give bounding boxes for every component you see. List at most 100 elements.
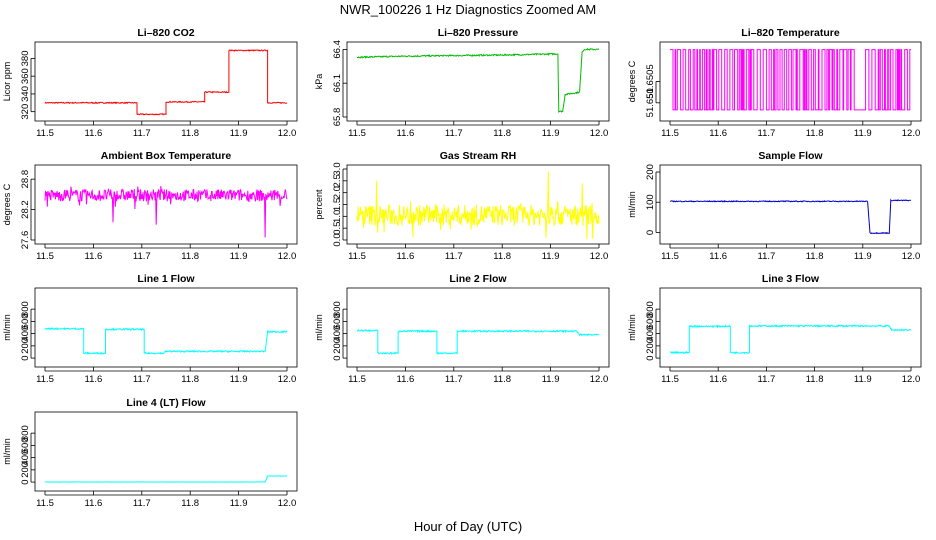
panel-pressure: Li–820 Pressure 11.5 11.6 11.7 11.8 11.9 12.0 6… [314,27,610,139]
series-line [670,49,911,111]
x-tick-label: 12.0 [902,251,921,262]
plot-frame [34,41,298,122]
y-tick-label: 380 [20,50,31,66]
x-tick-label: 11.9 [542,251,560,262]
x-tick-label: 11.7 [758,128,776,139]
y-tick-label: 600 [20,437,31,453]
y-tick-label: 400 [332,326,343,342]
x-tick-label: 11.5 [661,374,679,385]
x-tick-label: 11.5 [36,374,54,385]
y-tick-label: 3.0 [332,162,343,175]
x-tick-label: 12.0 [278,128,297,139]
panel-title: Li–820 CO2 [137,27,194,39]
x-tick-label: 12.0 [590,374,609,385]
panel-li820temp: Li–820 Temperature 11.5 11.6 11.7 11.8 11.9 12… [627,27,922,139]
x-tick-label: 11.8 [493,374,511,385]
x-tick-label: 11.8 [181,498,199,509]
y-tick-label: 200 [20,338,31,354]
x-tick-label: 11.7 [445,251,463,262]
panel-title: Li–820 Temperature [741,27,840,39]
y-tick-label: 0 [20,355,31,360]
y-tick-label: 51.650 [645,88,656,117]
y-tick-label: 0.0 [332,233,343,246]
x-tick-label: 11.6 [709,251,727,262]
panel-co2: Li–820 CO2 11.5 11.6 11.7 11.8 11.9 12.0 320 340… [2,27,298,139]
plot-frame [659,164,922,245]
y-tick-label: 1.5 [332,198,343,211]
y-axis-label: ml/min [2,314,12,341]
y-tick-label: 200 [20,462,31,478]
panel-line3: Line 3 Flow 11.5 11.6 11.7 11.8 11.9 12.0 02004… [627,273,922,385]
x-tick-label: 11.9 [542,374,560,385]
y-axis-label: ml/min [314,314,324,341]
x-tick-label: 12.0 [902,128,921,139]
y-tick-label: 400 [645,326,656,342]
x-tick-label: 11.6 [397,374,415,385]
panel-line4: Line 4 (LT) Flow 11.5 11.6 11.7 11.8 11.9 12.0… [2,397,298,509]
y-tick-label: 800 [20,301,31,317]
x-tick-label: 11.7 [133,498,151,509]
series-line [356,171,600,240]
x-tick-label: 11.6 [85,374,103,385]
x-tick-label: 11.9 [230,251,248,262]
y-tick-label: 100 [645,194,656,210]
panel-rh: Gas Stream RH 11.5 11.6 11.7 11.8 11.9 12.0 0.0… [314,150,610,262]
y-tick-label: 0 [20,479,31,484]
x-tick-label: 12.0 [902,374,921,385]
y-tick-label: 360 [20,68,31,84]
x-tick-label: 11.7 [133,251,151,262]
x-tick-label: 11.5 [348,374,366,385]
panel-sample: Sample Flow 11.5 11.6 11.7 11.8 11.9 12.0 0 100 2… [627,150,922,262]
x-tick-label: 11.7 [758,374,776,385]
x-tick-label: 11.6 [85,251,103,262]
y-tick-label: 0 [332,355,343,360]
panel-title: Li–820 Pressure [438,27,519,39]
x-tick-label: 11.6 [709,128,727,139]
plot-frame [346,41,610,122]
y-axis-label: Licor ppm [2,62,12,102]
x-tick-label: 11.9 [230,374,248,385]
y-tick-label: 66.4 [332,40,343,59]
x-tick-label: 11.8 [806,374,824,385]
y-tick-label: 200 [332,338,343,354]
series-line [669,323,911,355]
x-tick-label: 11.5 [36,128,54,139]
y-axis-label: ml/min [627,191,637,218]
x-tick-label: 11.6 [709,374,727,385]
y-tick-label: 600 [20,313,31,329]
y-tick-label: 800 [332,301,343,317]
x-tick-label: 12.0 [278,498,297,509]
y-tick-label: 28.8 [20,170,31,189]
x-tick-label: 11.9 [230,128,248,139]
x-tick-label: 11.9 [230,498,248,509]
panel-title: Sample Flow [758,150,823,162]
x-tick-label: 11.7 [133,128,151,139]
x-tick-label: 11.8 [181,251,199,262]
y-tick-label: 0 [645,230,656,235]
x-tick-label: 11.9 [854,251,872,262]
y-tick-label: 28.2 [20,200,31,219]
y-tick-label: 800 [20,425,31,441]
series-line [669,198,912,235]
panel-title: Line 2 Flow [449,273,507,285]
panel-title: Line 4 (LT) Flow [126,397,206,409]
x-tick-label: 11.6 [85,128,103,139]
panel-title: Gas Stream RH [440,150,516,162]
y-tick-label: 0.5 [332,222,343,235]
x-tick-label: 11.8 [806,251,824,262]
y-tick-label: 600 [332,313,343,329]
panel-title: Line 1 Flow [137,273,195,285]
x-tick-label: 11.7 [133,374,151,385]
panel-line2: Line 2 Flow 11.5 11.6 11.7 11.8 11.9 12.0 02004… [314,273,610,385]
plot-frame [346,164,610,245]
series-line [44,326,288,355]
panel-ambient: Ambient Box Temperature 11.5 11.6 11.7 11.8 1… [2,150,298,262]
series-line [357,47,600,114]
x-tick-label: 11.6 [397,128,415,139]
x-tick-label: 11.7 [445,374,463,385]
x-tick-label: 11.9 [854,374,872,385]
y-tick-label: 2.0 [332,186,343,199]
x-tick-label: 12.0 [278,374,297,385]
y-axis-label: ml/min [627,314,637,341]
series-line [45,475,288,483]
